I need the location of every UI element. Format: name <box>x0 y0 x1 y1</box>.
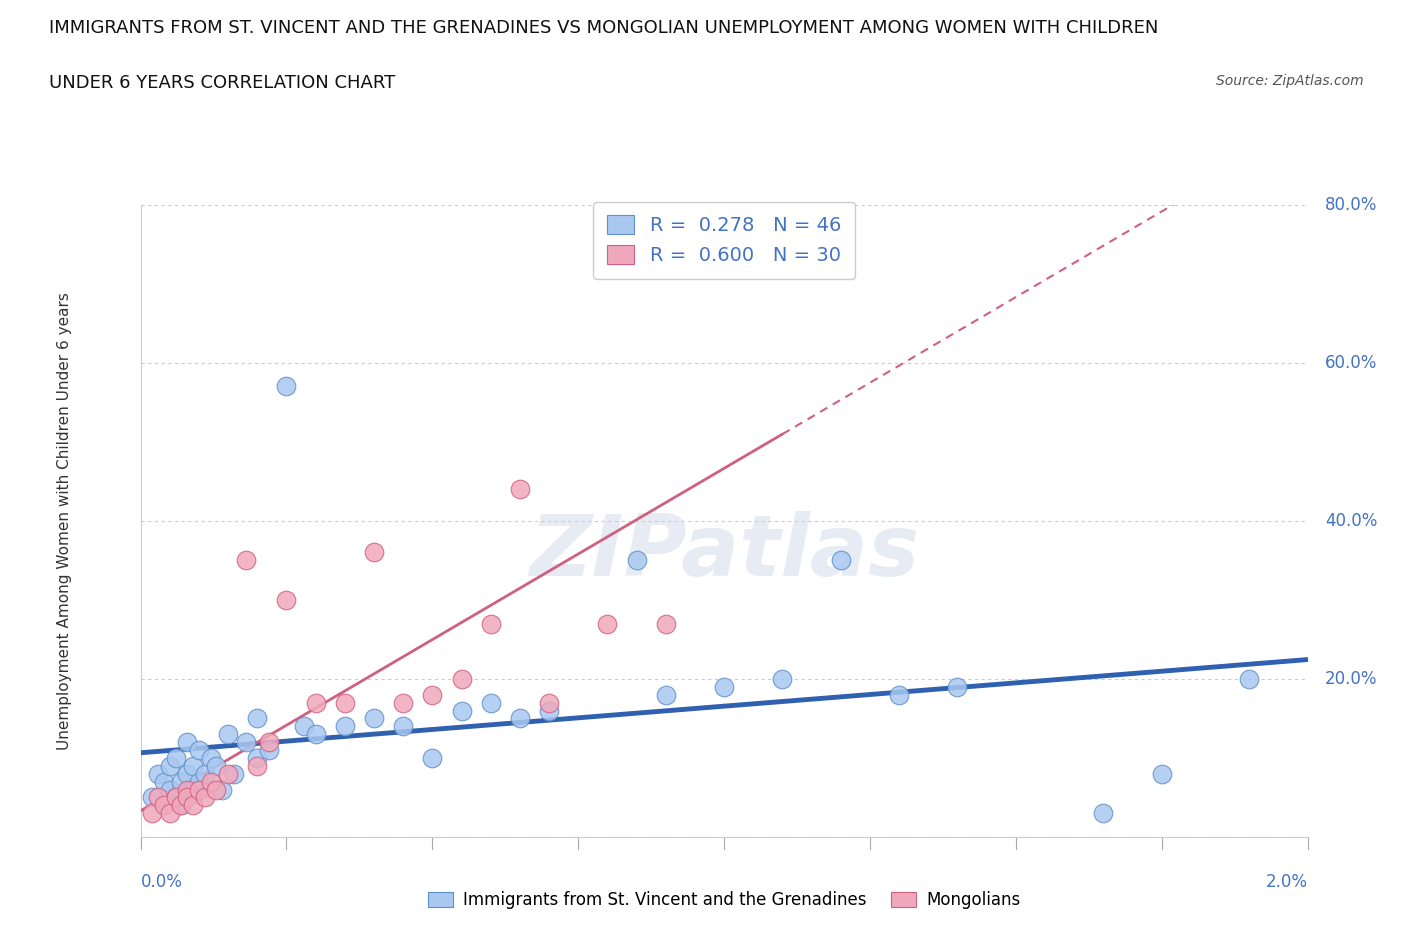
Point <box>422 687 444 702</box>
Point <box>257 735 280 750</box>
Text: 80.0%: 80.0% <box>1324 195 1378 214</box>
Point <box>176 790 198 804</box>
Point <box>159 805 181 821</box>
Point <box>450 703 472 718</box>
Point <box>889 687 911 702</box>
Point <box>655 616 678 631</box>
Point <box>257 742 280 757</box>
Point <box>392 696 415 711</box>
Point <box>181 759 204 774</box>
Point <box>205 782 228 797</box>
Text: Source: ZipAtlas.com: Source: ZipAtlas.com <box>1216 74 1364 88</box>
Point <box>276 592 298 607</box>
Text: Unemployment Among Women with Children Under 6 years: Unemployment Among Women with Children U… <box>58 292 72 750</box>
Point <box>830 552 852 567</box>
Point <box>1092 805 1115 821</box>
Point <box>1150 766 1173 781</box>
Point <box>141 805 163 821</box>
Point <box>596 616 619 631</box>
Point <box>170 798 193 813</box>
Text: 60.0%: 60.0% <box>1324 353 1378 372</box>
Point <box>333 696 356 711</box>
Point <box>772 671 794 686</box>
Point <box>153 774 176 789</box>
Point <box>537 696 560 711</box>
Point <box>246 751 269 765</box>
Point <box>200 774 222 789</box>
Point <box>626 552 648 567</box>
Point <box>165 790 187 804</box>
Point <box>188 742 211 757</box>
Point <box>141 790 163 804</box>
Point <box>194 790 217 804</box>
Point <box>200 751 222 765</box>
Point <box>235 735 257 750</box>
Legend: Immigrants from St. Vincent and the Grenadines, Mongolians: Immigrants from St. Vincent and the Gren… <box>419 883 1029 917</box>
Point <box>246 759 269 774</box>
Point <box>176 782 198 797</box>
Point <box>181 798 204 813</box>
Point <box>217 727 239 742</box>
Point <box>292 719 315 734</box>
Point <box>170 798 193 813</box>
Point <box>479 616 502 631</box>
Point <box>222 766 245 781</box>
Point <box>509 482 531 497</box>
Point <box>153 798 176 813</box>
Text: UNDER 6 YEARS CORRELATION CHART: UNDER 6 YEARS CORRELATION CHART <box>49 74 395 92</box>
Point <box>165 790 187 804</box>
Text: 0.0%: 0.0% <box>141 872 183 891</box>
Point <box>235 552 257 567</box>
Point <box>946 679 969 694</box>
Point <box>305 727 328 742</box>
Point <box>246 711 269 725</box>
Point <box>211 782 233 797</box>
Text: 40.0%: 40.0% <box>1324 512 1378 530</box>
Point <box>146 790 169 804</box>
Point <box>188 782 211 797</box>
Point <box>181 782 204 797</box>
Point <box>392 719 415 734</box>
Point <box>146 766 169 781</box>
Point <box>479 696 502 711</box>
Point <box>276 379 298 394</box>
Point <box>176 735 198 750</box>
Point <box>713 679 735 694</box>
Point <box>217 766 239 781</box>
Point <box>1239 671 1261 686</box>
Point <box>159 759 181 774</box>
Point <box>305 696 328 711</box>
Point <box>655 687 678 702</box>
Point <box>509 711 531 725</box>
Text: 2.0%: 2.0% <box>1265 872 1308 891</box>
Point <box>176 766 198 781</box>
Text: IMMIGRANTS FROM ST. VINCENT AND THE GRENADINES VS MONGOLIAN UNEMPLOYMENT AMONG W: IMMIGRANTS FROM ST. VINCENT AND THE GREN… <box>49 19 1159 36</box>
Point <box>205 759 228 774</box>
Point <box>170 774 193 789</box>
Text: 20.0%: 20.0% <box>1324 670 1378 688</box>
Point <box>333 719 356 734</box>
Text: ZIPatlas: ZIPatlas <box>529 511 920 594</box>
Point <box>537 703 560 718</box>
Point <box>363 711 385 725</box>
Point <box>450 671 472 686</box>
Point <box>165 751 187 765</box>
Point <box>713 253 735 268</box>
Point <box>159 782 181 797</box>
Point <box>188 774 211 789</box>
Point <box>363 545 385 560</box>
Point <box>194 766 217 781</box>
Point <box>422 751 444 765</box>
